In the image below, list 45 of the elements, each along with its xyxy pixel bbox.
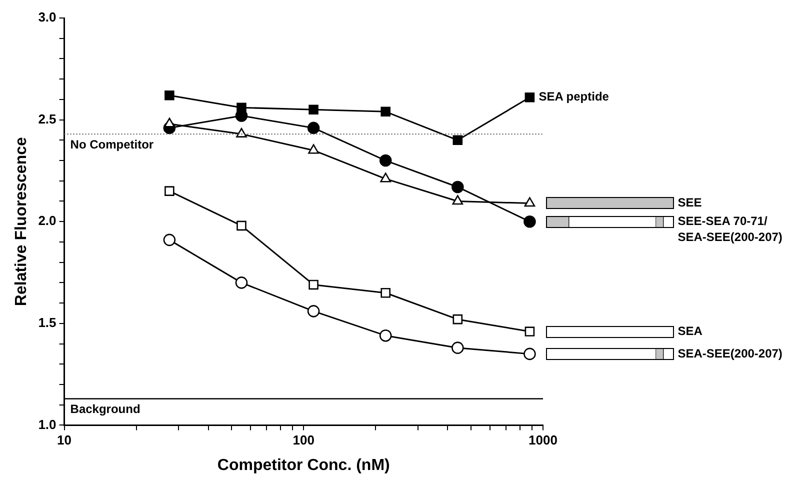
x-tick-label: 10	[57, 432, 72, 448]
y-tick-label: 1.0	[38, 416, 56, 432]
point	[380, 288, 390, 298]
point	[236, 220, 246, 231]
point	[164, 118, 175, 128]
point	[524, 215, 536, 228]
point	[452, 314, 463, 324]
text: SEE	[678, 196, 702, 210]
point	[452, 135, 463, 146]
series-label: SEA peptide	[538, 90, 610, 104]
x-tick-label: 100	[292, 432, 314, 448]
y-axis-title: Relative Fluorescence	[13, 137, 30, 306]
ref-line-label: No Competitor	[70, 137, 154, 152]
point	[380, 172, 392, 182]
point	[308, 144, 319, 154]
point	[524, 197, 536, 207]
y-tick-label: 1.5	[38, 314, 56, 330]
point	[379, 329, 392, 342]
point	[164, 186, 174, 196]
text: SEE-SEA 70-71/ SEA-SEE(200-207)	[678, 214, 782, 244]
text: SEA-SEE(200-207)	[678, 346, 782, 360]
point	[163, 234, 176, 246]
point	[236, 102, 246, 112]
y-tick-label: 2.5	[38, 111, 56, 126]
x-tick-label: 1000	[528, 432, 558, 448]
point	[452, 342, 464, 354]
point	[308, 280, 318, 290]
point	[164, 90, 174, 100]
point	[452, 195, 464, 205]
point	[380, 106, 390, 117]
y-tick-label: 3.0	[38, 10, 56, 25]
point	[524, 326, 535, 336]
point	[235, 276, 248, 289]
point	[307, 305, 320, 318]
y-tick-label: 2.0	[38, 213, 56, 228]
point	[524, 92, 535, 102]
x-axis-title: Competitor Conc. (nM)	[217, 456, 390, 474]
point	[236, 128, 247, 138]
point	[452, 180, 464, 194]
point	[379, 154, 392, 167]
text: SEA	[678, 324, 703, 338]
point	[308, 104, 318, 115]
ref-line-label: Background	[70, 402, 140, 416]
point	[524, 348, 536, 360]
point	[307, 122, 320, 134]
